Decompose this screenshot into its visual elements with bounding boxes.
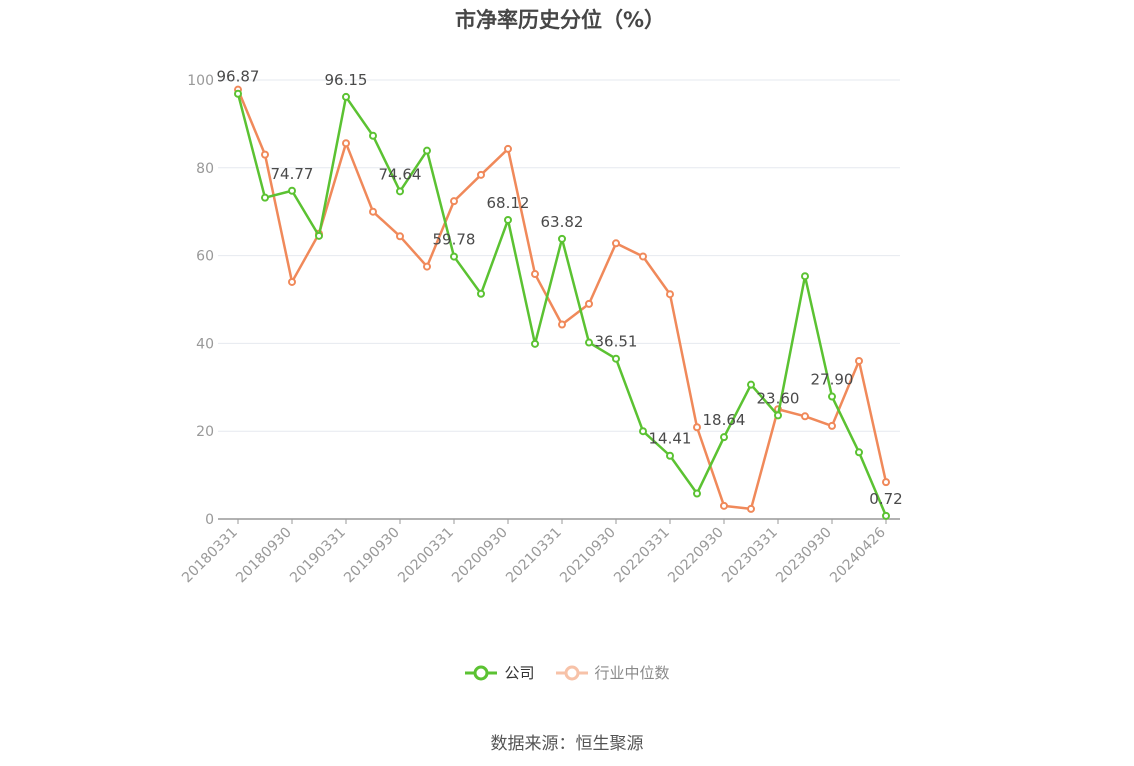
data-labels: 96.87 74.77 96.15 74.64 59.78 68.12 63.82 36.51… (217, 68, 903, 508)
chart-legend: 公司 行业中位数 (0, 662, 1134, 683)
data-point-industry (639, 252, 647, 261)
data-point-industry (585, 299, 593, 308)
data-point-industry (396, 232, 404, 241)
data-point-company (666, 451, 674, 460)
data-point-industry (747, 504, 755, 513)
data-point-industry (612, 239, 620, 248)
x-tick-label: 20180930 (233, 525, 295, 587)
y-tick-label: 40 (196, 336, 214, 352)
legend-item-company[interactable]: 公司 (464, 662, 535, 683)
data-point-industry (261, 150, 269, 159)
x-tick-label: 20240426 (827, 524, 889, 586)
data-point-industry (693, 423, 701, 432)
x-tick-label: 20200930 (449, 525, 511, 587)
data-point-company (531, 339, 539, 348)
x-tick-label: 20180331 (179, 525, 241, 587)
data-label: 74.64 (379, 165, 422, 183)
data-point-company (774, 411, 782, 420)
data-label: 68.12 (487, 194, 530, 212)
data-point-company (288, 186, 296, 195)
data-point-company (396, 187, 404, 196)
data-point-company (369, 131, 377, 140)
data-label: 59.78 (433, 231, 476, 249)
data-label: 23.60 (757, 389, 800, 407)
data-label: 96.15 (325, 71, 368, 89)
data-label: 74.77 (271, 165, 314, 183)
y-tick-label: 0 (205, 512, 214, 528)
data-label: 36.51 (595, 333, 638, 351)
data-point-industry (504, 144, 512, 153)
data-point-company (261, 193, 269, 202)
data-point-company (315, 231, 323, 240)
x-tick-label: 20220930 (665, 525, 727, 587)
data-point-company (855, 448, 863, 457)
y-tick-label: 80 (196, 161, 214, 177)
data-point-company (234, 89, 242, 98)
data-point-industry (342, 139, 350, 148)
data-point-company (693, 489, 701, 498)
data-point-industry (423, 262, 431, 271)
legend-industry-marker-icon (555, 665, 588, 680)
data-point-company (423, 146, 431, 155)
data-point-industry (450, 197, 458, 206)
data-point-industry (288, 277, 296, 286)
legend-label-industry: 行业中位数 (594, 664, 670, 682)
data-point-industry (558, 320, 566, 329)
data-point-company (639, 427, 647, 436)
data-point-company (585, 338, 593, 347)
data-label: 63.82 (541, 213, 584, 231)
grid-lines (218, 79, 900, 432)
x-tick-label: 20230930 (773, 525, 835, 587)
x-tick-label: 20190930 (341, 525, 403, 587)
data-point-company (504, 215, 512, 224)
data-point-industry (828, 421, 836, 430)
y-tick-label: 60 (196, 249, 214, 265)
y-tick-label: 100 (187, 73, 214, 89)
data-point-industry (477, 170, 485, 179)
data-point-industry (369, 207, 377, 216)
legend-item-industry[interactable]: 行业中位数 (555, 662, 670, 683)
legend-company-marker-icon (465, 665, 498, 680)
data-point-company (720, 433, 728, 442)
data-point-industry (855, 356, 863, 365)
data-point-industry (720, 501, 728, 510)
data-label: 96.87 (217, 68, 260, 86)
data-point-company (747, 380, 755, 389)
data-point-company (801, 272, 809, 281)
data-point-company (882, 511, 890, 520)
data-point-industry (882, 478, 890, 487)
data-point-company (828, 392, 836, 401)
data-label: 27.90 (811, 371, 854, 389)
data-label: 14.41 (649, 430, 692, 448)
data-point-industry (666, 290, 674, 299)
x-tick-label: 20200331 (395, 525, 457, 587)
series-lines (234, 85, 890, 520)
chart-title: 市净率历史分位（%） (454, 8, 666, 32)
source-note: 数据来源：恒生聚源 (490, 734, 644, 754)
data-label: 0.72 (869, 490, 902, 508)
x-tick-label: 20230331 (719, 525, 781, 587)
data-point-company (450, 252, 458, 261)
data-label: 18.64 (703, 411, 746, 429)
data-point-industry (531, 270, 539, 279)
x-tick-label: 20210930 (557, 525, 619, 587)
data-point-company (612, 354, 620, 363)
legend-label-company: 公司 (504, 664, 535, 682)
x-tick-label: 20210331 (503, 525, 565, 587)
data-point-company (342, 92, 350, 101)
data-point-industry (801, 412, 809, 421)
data-point-company (558, 234, 566, 243)
series-line-company (236, 93, 888, 517)
x-tick-label: 20190331 (287, 525, 349, 587)
y-tick-label: 20 (196, 424, 214, 440)
data-point-company (477, 289, 485, 298)
x-tick-label: 20220331 (611, 525, 673, 587)
